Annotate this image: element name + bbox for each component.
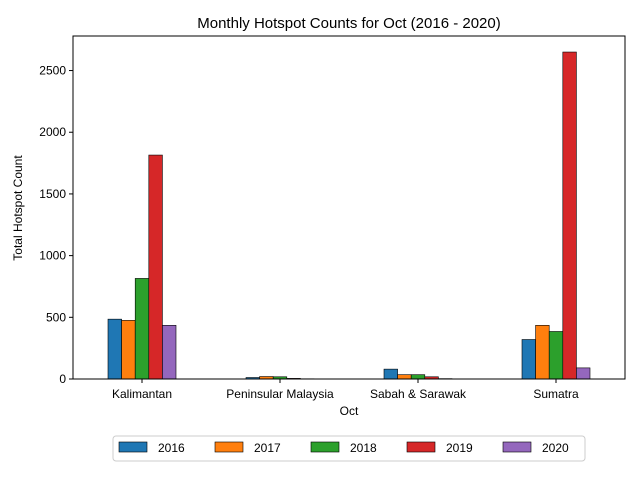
legend-label-2020: 2020 <box>542 441 569 455</box>
bar-2016-sumatra <box>521 339 536 380</box>
y-tick-label: 0 <box>59 372 66 386</box>
bar-2018-sabah-sarawak <box>410 374 426 380</box>
plot-area: 0 500 1000 1500 2000 2500 Kalimantan Peninsular… <box>39 35 626 401</box>
x-tick-label: Kalimantan <box>112 387 172 401</box>
chart-title: Monthly Hotspot Counts for Oct (2016 - 2… <box>197 15 500 32</box>
legend-swatch-2020 <box>502 441 532 453</box>
bar-2017-sabah-sarawak <box>397 374 412 380</box>
plot-frame <box>72 35 626 380</box>
x-tick-label: Sumatra <box>533 387 579 401</box>
legend-swatch-2018 <box>310 441 340 453</box>
bar-2016-sabah-sarawak <box>383 368 398 380</box>
bar-2019-kalimantan <box>148 154 163 380</box>
bar-2016-kalimantan <box>107 318 122 380</box>
bar-2018-sumatra <box>548 331 564 380</box>
bar-2017-kalimantan <box>121 320 136 380</box>
bar-2020-kalimantan <box>162 325 177 380</box>
y-tick-label: 1500 <box>39 187 66 201</box>
y-tick-label: 2500 <box>39 64 66 78</box>
x-tick-label: Peninsular Malaysia <box>226 387 334 401</box>
bar-2017-sumatra <box>535 325 550 380</box>
y-tick-label: 500 <box>46 310 66 324</box>
bar-2019-sumatra <box>562 51 577 380</box>
legend-label-2018: 2018 <box>350 441 377 455</box>
legend-swatch-2017 <box>214 441 244 453</box>
legend-label-2016: 2016 <box>158 441 185 455</box>
legend-label-2017: 2017 <box>254 441 281 455</box>
legend-swatch-2019 <box>406 441 436 453</box>
x-axis-label: Oct <box>340 404 359 418</box>
y-tick-label: 2000 <box>39 125 66 139</box>
x-tick-label: Sabah & Sarawak <box>370 387 467 401</box>
legend-label-2019: 2019 <box>446 441 473 455</box>
bar-2018-kalimantan <box>134 278 150 380</box>
y-tick-label: 1000 <box>39 249 66 263</box>
y-axis-label: Total Hotspot Count <box>11 155 25 261</box>
bar-2020-sumatra <box>576 367 591 380</box>
legend: 2016 2017 2018 2019 2020 <box>112 435 586 462</box>
legend-swatch-2016 <box>118 441 148 453</box>
